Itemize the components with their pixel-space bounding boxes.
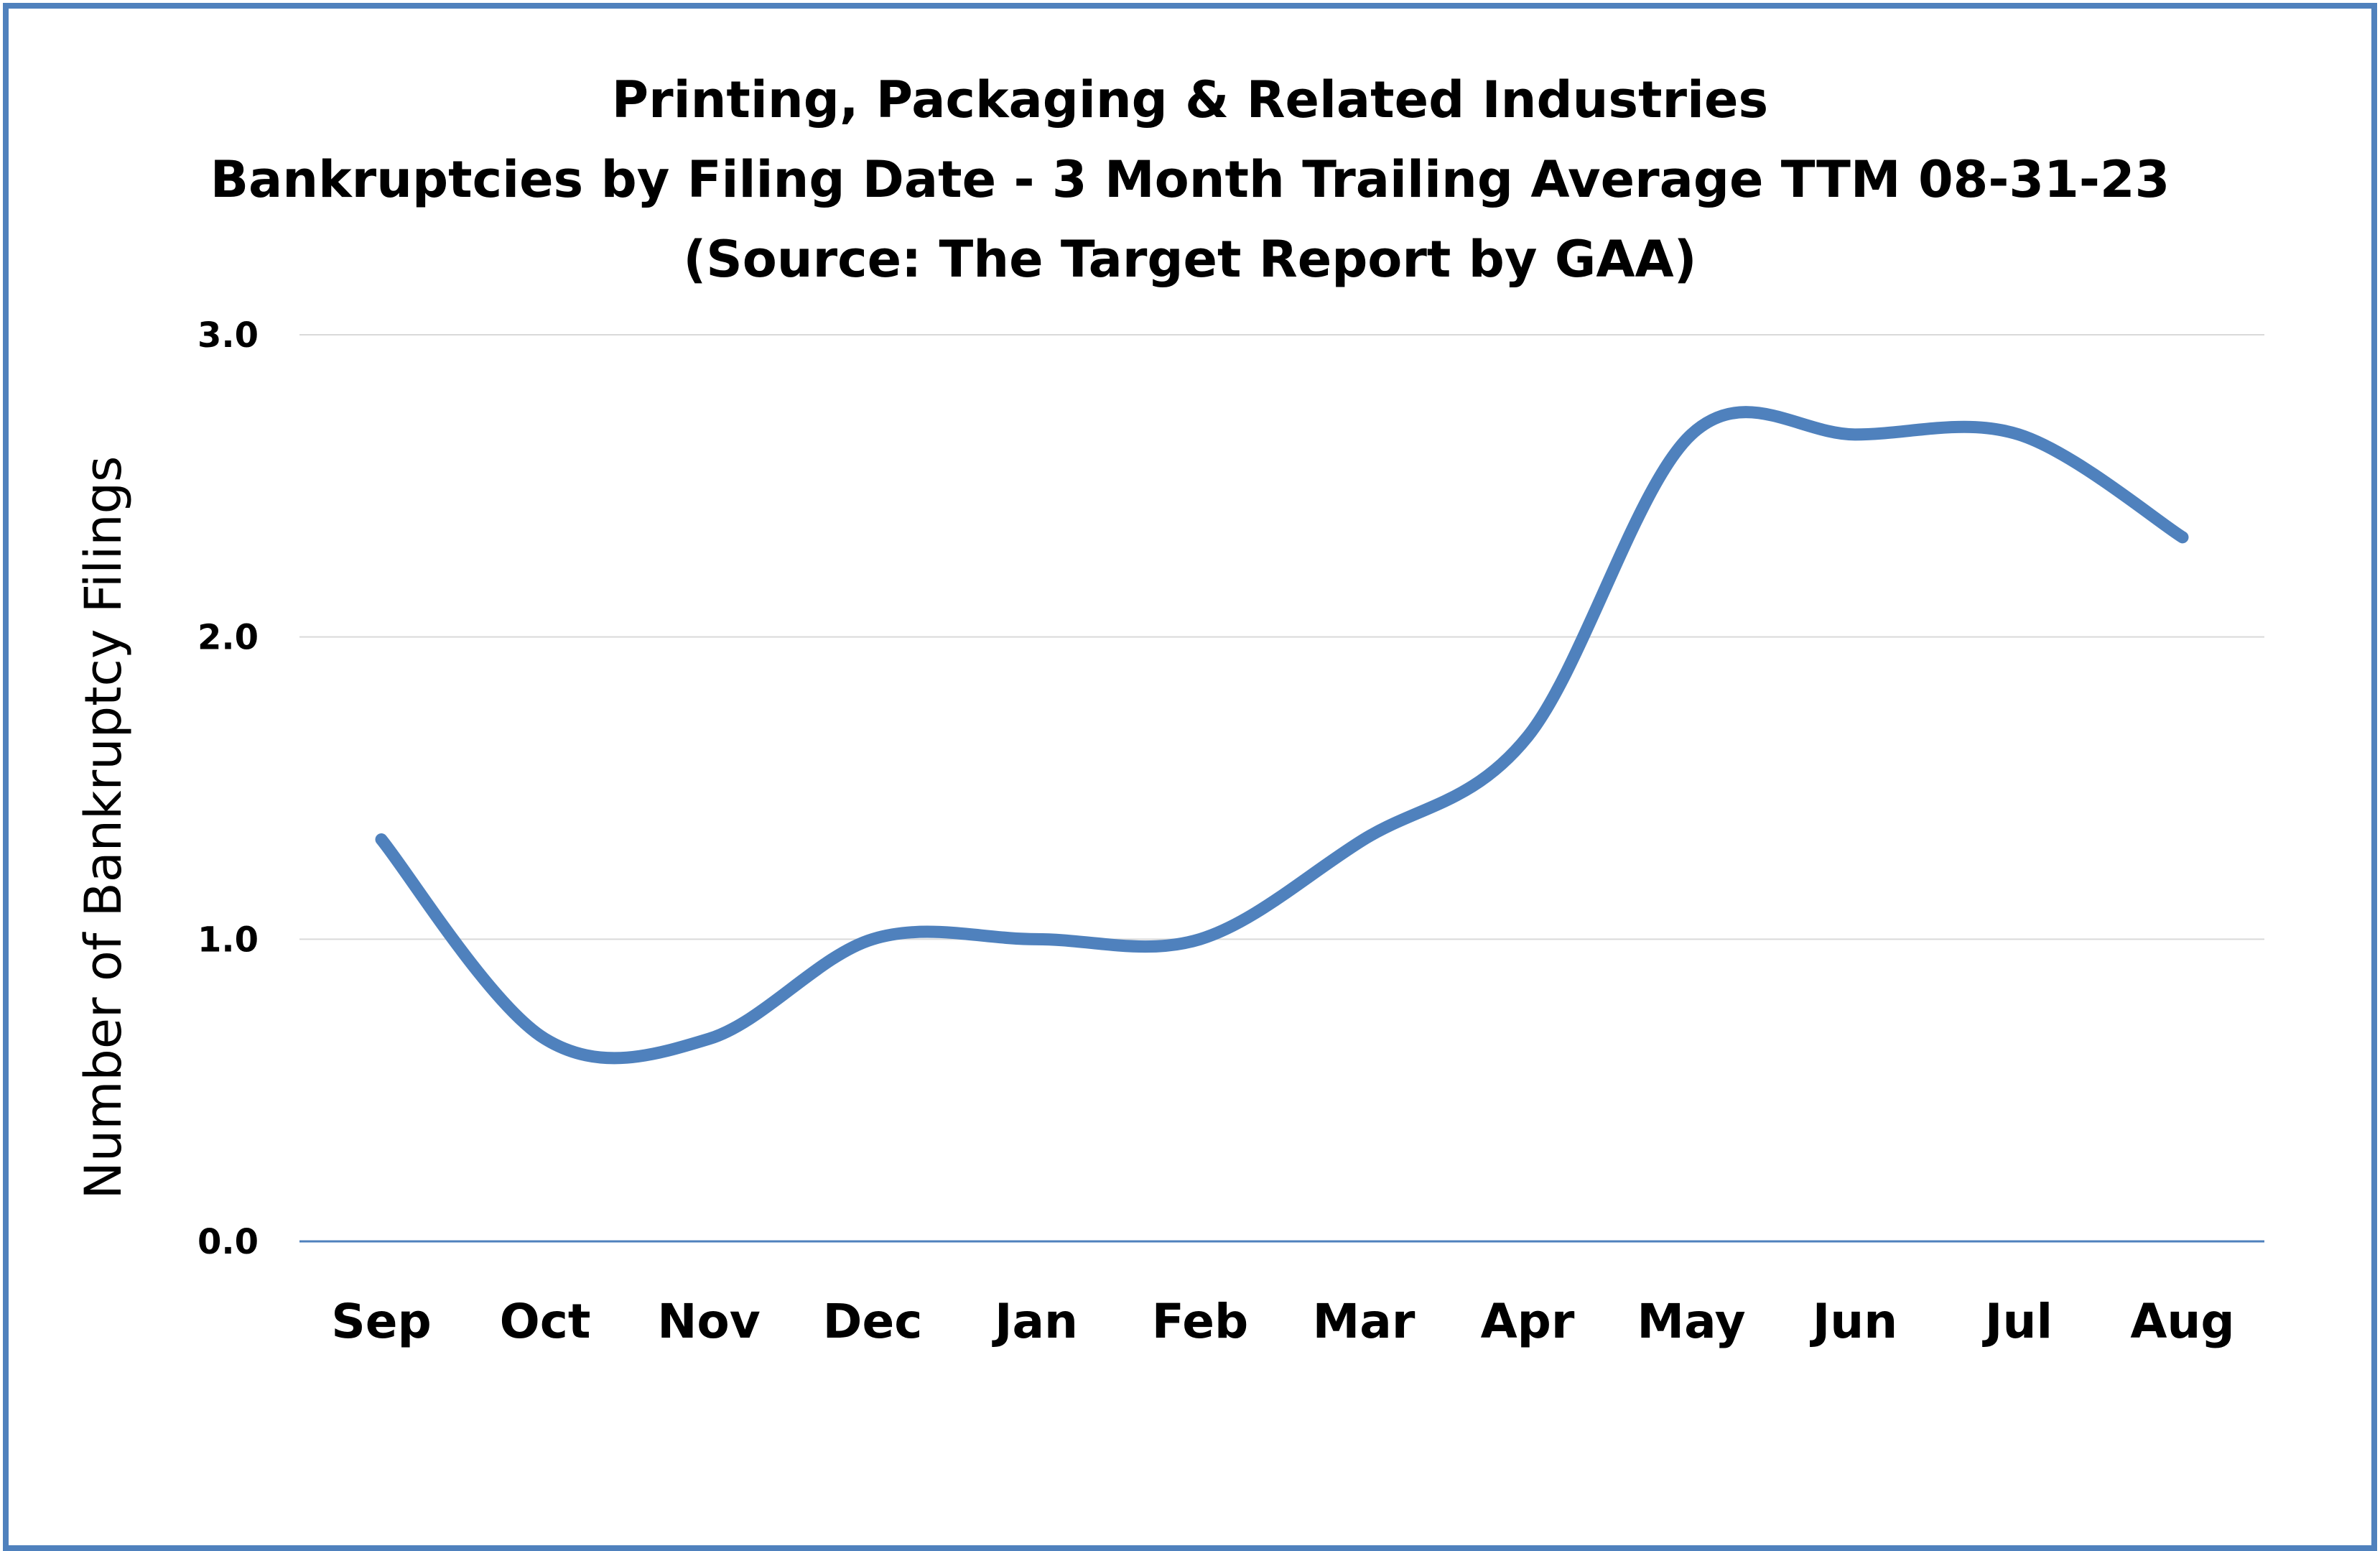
- x-tick-label: Jun: [1810, 1294, 1898, 1349]
- x-tick-label: Mar: [1313, 1294, 1416, 1349]
- x-tick-label: Dec: [823, 1294, 923, 1349]
- x-tick-label: Sep: [331, 1294, 432, 1349]
- x-tick-label: Jul: [1982, 1294, 2053, 1349]
- title-line-1: Printing, Packaging & Related Industries: [611, 70, 1769, 129]
- x-axis-ticks: Sep Oct Nov Dec Jan Feb Mar Apr May Jun Jul Aug: [331, 1294, 2234, 1349]
- y-axis-ticks: 0.0 1.0 2.0 3.0: [197, 315, 259, 1262]
- x-tick-label: Nov: [657, 1294, 761, 1349]
- series-line: [375, 406, 2189, 1065]
- y-tick-label: 1.0: [197, 920, 259, 960]
- x-tick-label: Apr: [1481, 1294, 1575, 1349]
- series-group: [375, 406, 2189, 1065]
- title-line-2: Bankruptcies by Filing Date - 3 Month Tr…: [210, 150, 2170, 209]
- y-tick-label: 3.0: [197, 315, 259, 356]
- y-tick-label: 0.0: [197, 1222, 259, 1262]
- chart-title: Printing, Packaging & Related Industries…: [0, 60, 2380, 300]
- y-tick-label: 2.0: [197, 618, 259, 658]
- chart-frame: [3, 3, 2377, 1551]
- gridlines: [299, 334, 2264, 940]
- y-axis-label: Number of Bankruptcy Filings: [74, 456, 133, 1200]
- x-tick-label: Jan: [992, 1294, 1078, 1349]
- x-tick-label: Oct: [500, 1294, 591, 1349]
- x-tick-label: Aug: [2130, 1294, 2234, 1349]
- x-tick-label: Feb: [1152, 1294, 1248, 1349]
- x-tick-label: May: [1637, 1294, 1745, 1349]
- title-line-3: (Source: The Target Report by GAA): [683, 230, 1697, 289]
